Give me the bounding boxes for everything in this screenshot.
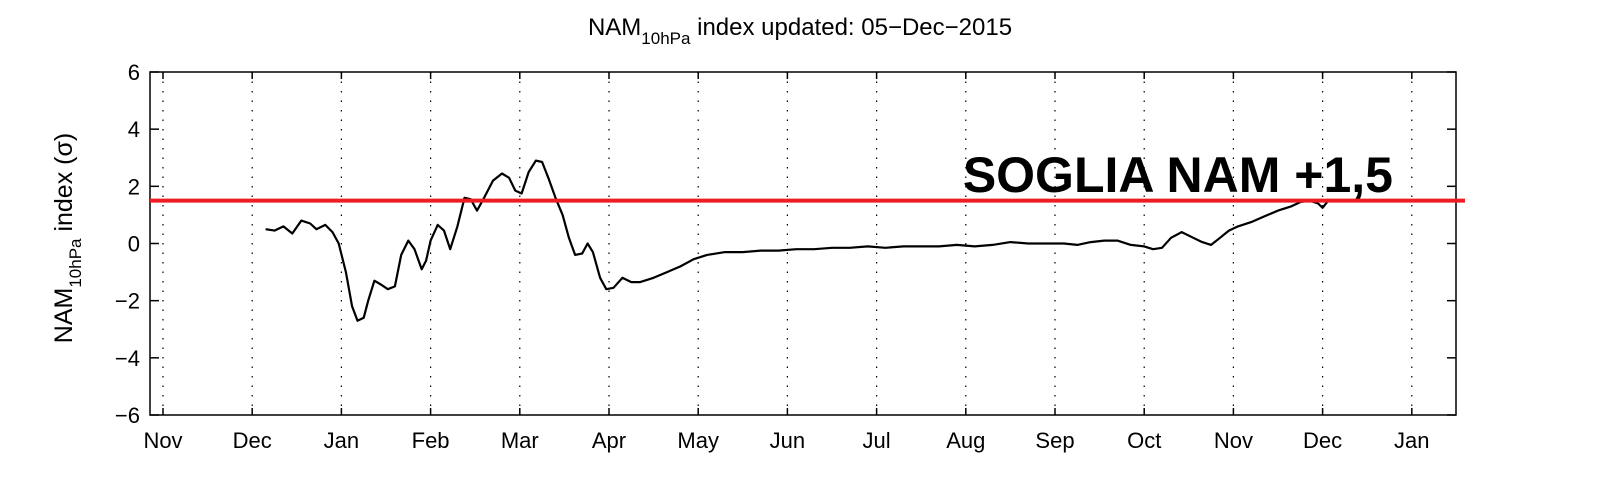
grid-lines xyxy=(162,72,1413,415)
y-tick-label: −6 xyxy=(115,403,140,428)
x-tick-label: Dec xyxy=(1303,428,1342,453)
x-tick-label: Jun xyxy=(770,428,805,453)
y-tick-label: 2 xyxy=(128,174,140,199)
y-axis-label: NAM10hPa index (σ) xyxy=(50,133,85,343)
x-tick-label: Jan xyxy=(324,428,359,453)
ylabel-rest: index (σ) xyxy=(50,133,78,239)
title-rest: index updated: 05−Dec−2015 xyxy=(690,14,1012,41)
threshold-annotation: SOGLIA NAM +1,5 xyxy=(963,147,1393,203)
ylabel-subscript: 10hPa xyxy=(66,238,85,288)
x-tick-label: Nov xyxy=(1214,428,1253,453)
x-tick-label: Sep xyxy=(1035,428,1074,453)
x-tick-label: Apr xyxy=(592,428,626,453)
ylabel-main: NAM xyxy=(50,288,78,344)
x-tick-label: May xyxy=(677,428,719,453)
title-main: NAM xyxy=(588,14,641,41)
y-tick-label: 6 xyxy=(128,60,140,85)
x-axis-ticks: Nov Dec Jan Feb Mar Apr May Jun Jul Aug Sep Oct Nov D… xyxy=(143,72,1430,453)
y-tick-label: −4 xyxy=(115,346,140,371)
plot-frame xyxy=(149,71,1457,416)
x-tick-label: Feb xyxy=(412,428,450,453)
x-tick-label: Oct xyxy=(1127,428,1161,453)
x-tick-label: Aug xyxy=(946,428,985,453)
series-group xyxy=(265,159,1328,322)
x-tick-label: Jul xyxy=(863,428,891,453)
y-tick-label: −2 xyxy=(115,289,140,314)
y-tick-label: 0 xyxy=(128,232,140,257)
x-tick-label: Mar xyxy=(501,428,539,453)
nam-series-line xyxy=(265,159,1328,322)
x-tick-label: Nov xyxy=(143,428,182,453)
annotations: SOGLIA NAM +1,5 xyxy=(963,147,1393,203)
y-axis-ticks: −6 −4 −2 0 2 4 6 xyxy=(115,60,1456,428)
y-tick-label: 4 xyxy=(128,117,140,142)
chart-title: NAM10hPa index updated: 05−Dec−2015 xyxy=(588,14,1012,48)
x-tick-label: Dec xyxy=(233,428,272,453)
title-subscript: 10hPa xyxy=(641,29,691,48)
x-tick-label: Jan xyxy=(1394,428,1429,453)
